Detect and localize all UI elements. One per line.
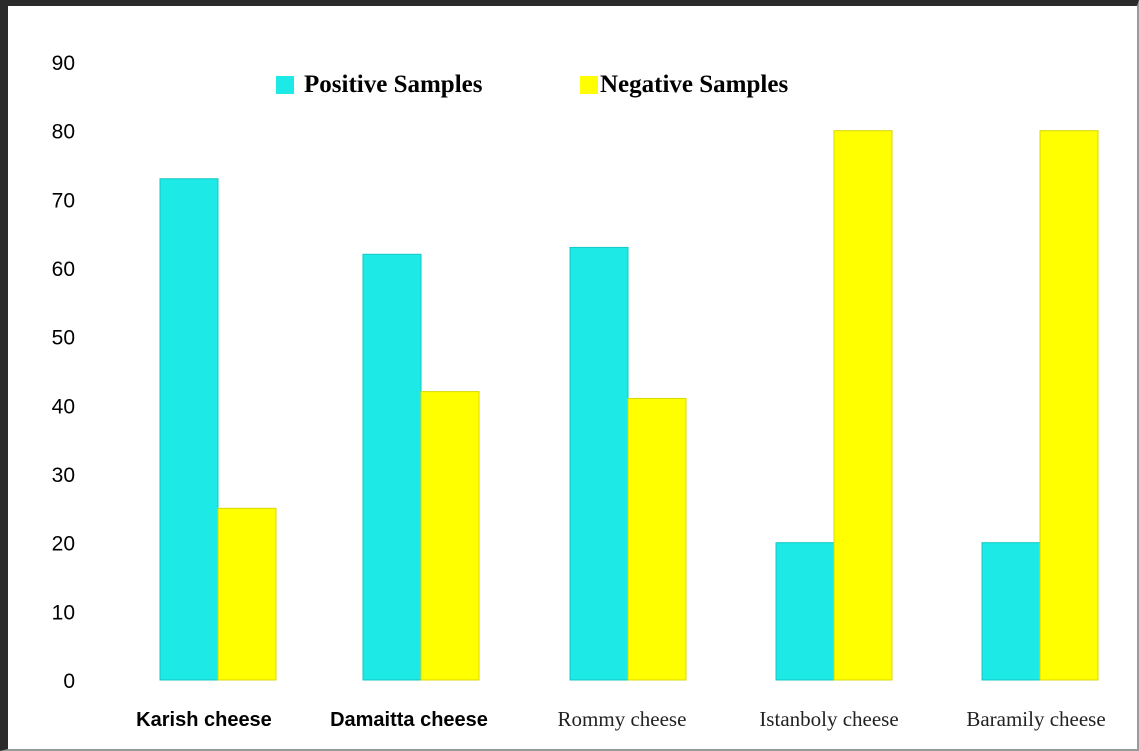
x-category-label: Istanboly cheese bbox=[759, 707, 898, 731]
x-axis: Karish cheese Damaitta cheese Rommy cheese… bbox=[136, 707, 1106, 731]
x-category-label: Rommy cheese bbox=[558, 707, 687, 731]
y-tick-label: 0 bbox=[63, 670, 75, 693]
bar-positive-4 bbox=[776, 543, 834, 680]
legend: Positive Samples Negative Samples bbox=[276, 71, 788, 98]
legend-label-negative: Negative Samples bbox=[600, 71, 788, 98]
bar-negative-4 bbox=[834, 131, 892, 680]
bar-positive-3 bbox=[570, 247, 628, 680]
y-tick-label: 30 bbox=[52, 464, 75, 487]
legend-swatch-negative bbox=[580, 76, 598, 94]
bar-positive-2 bbox=[363, 254, 421, 680]
bar-negative-1 bbox=[218, 508, 276, 680]
bar-positive-5 bbox=[982, 543, 1040, 680]
y-tick-label: 40 bbox=[52, 395, 75, 418]
y-tick-label: 70 bbox=[52, 189, 75, 212]
y-axis: 0 10 20 30 40 50 60 70 80 90 bbox=[52, 52, 75, 693]
bar-negative-3 bbox=[628, 398, 686, 680]
y-tick-label: 90 bbox=[52, 52, 75, 75]
legend-swatch-positive bbox=[276, 76, 294, 94]
y-tick-label: 50 bbox=[52, 327, 75, 350]
x-category-label: Karish cheese bbox=[136, 709, 272, 731]
y-tick-label: 80 bbox=[52, 121, 75, 144]
bar-negative-2 bbox=[421, 392, 479, 680]
y-tick-label: 60 bbox=[52, 258, 75, 281]
bars bbox=[160, 131, 1098, 680]
legend-label-positive: Positive Samples bbox=[304, 71, 483, 98]
y-tick-label: 20 bbox=[52, 533, 75, 556]
x-category-label: Baramily cheese bbox=[966, 707, 1105, 731]
bar-negative-5 bbox=[1040, 131, 1098, 680]
y-tick-label: 10 bbox=[52, 601, 75, 624]
bar-positive-1 bbox=[160, 179, 218, 680]
x-category-label: Damaitta cheese bbox=[330, 709, 488, 731]
